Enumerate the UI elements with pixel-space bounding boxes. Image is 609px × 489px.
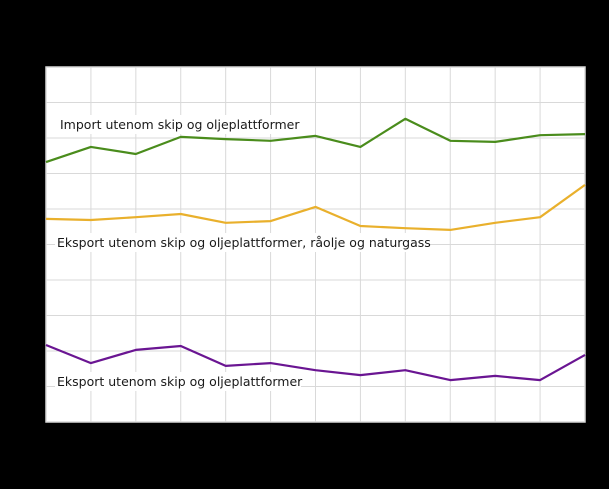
label-export-incl-oil-gas: Eksport utenom skip og oljeplattformer, … xyxy=(55,233,431,252)
series-line-1 xyxy=(45,184,586,231)
series-lines xyxy=(45,117,586,382)
label-import: Import utenom skip og oljeplattformer xyxy=(57,115,300,134)
series-line-2 xyxy=(45,343,586,382)
series-label-export-incl-oil-gas: Eksport utenom skip og oljeplattformer, … xyxy=(57,235,431,250)
series-line-0 xyxy=(45,117,586,164)
label-export: Eksport utenom skip og oljeplattformer xyxy=(55,372,303,391)
series-label-export: Eksport utenom skip og oljeplattformer xyxy=(57,374,303,389)
series-label-import: Import utenom skip og oljeplattformer xyxy=(60,117,300,132)
